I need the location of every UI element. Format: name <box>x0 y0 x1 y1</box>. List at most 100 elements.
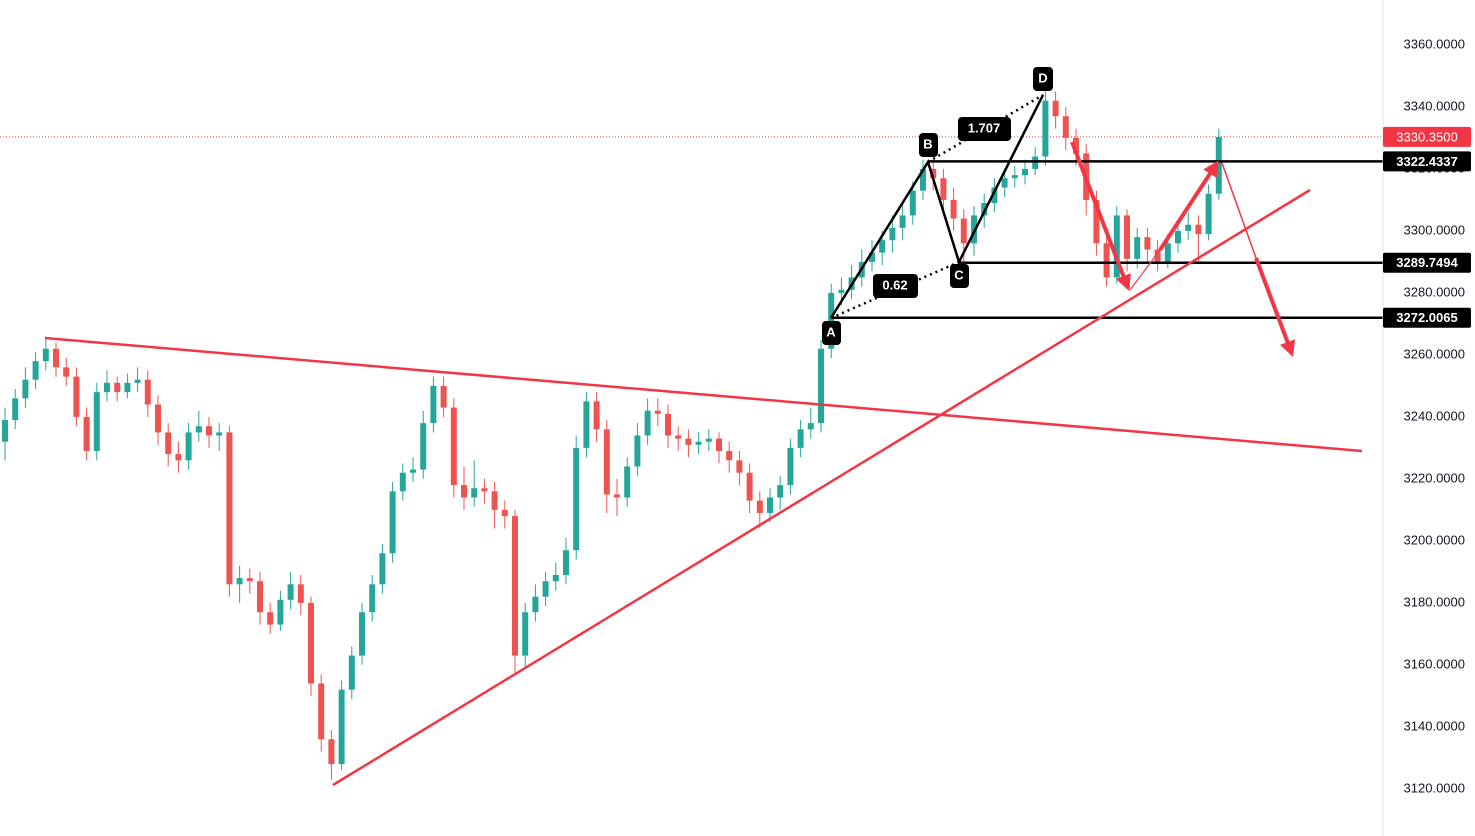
candle-body <box>1124 215 1130 259</box>
ratio-badge <box>958 117 1011 141</box>
y-tick-label: 3300.0000 <box>1404 222 1465 237</box>
y-tick-label: 3240.0000 <box>1404 408 1465 423</box>
candle-body <box>797 429 804 448</box>
candle-body <box>144 379 151 405</box>
price-tag <box>1383 252 1471 273</box>
candle-body <box>165 432 172 455</box>
y-tick-label: 3120.0000 <box>1404 780 1465 795</box>
candle-body <box>583 401 590 448</box>
candle-body <box>767 497 773 514</box>
candle-body <box>971 215 977 244</box>
ratio-badge <box>873 274 918 298</box>
candle-body <box>909 190 916 216</box>
candle-body <box>1154 249 1161 262</box>
candle-body <box>563 550 569 576</box>
candle-body <box>420 423 427 470</box>
candle-body <box>134 379 141 383</box>
y-tick-label: 3200.0000 <box>1404 532 1465 547</box>
candle-body <box>1022 168 1028 176</box>
candle-body <box>879 240 886 253</box>
candle-body <box>532 596 539 613</box>
y-tick-label: 3140.0000 <box>1404 718 1465 733</box>
price-tag-label: 3289.7494 <box>1396 255 1458 270</box>
candle-body <box>593 401 600 430</box>
candle-body <box>624 466 631 498</box>
candle-body <box>1134 237 1141 259</box>
candle-body <box>53 348 59 368</box>
candle-body <box>389 491 396 554</box>
candle-body <box>1032 156 1039 169</box>
candle-body <box>716 438 722 452</box>
candle-body <box>359 612 365 656</box>
candle-body <box>216 432 223 436</box>
candle-body <box>195 426 202 433</box>
candle-body <box>461 485 467 498</box>
candle-body <box>155 404 161 433</box>
candle-body <box>665 413 671 436</box>
candle-body <box>297 584 304 603</box>
candle-body <box>675 435 682 439</box>
point-badge <box>822 321 841 345</box>
candle-body <box>104 382 110 393</box>
candle-body <box>308 602 314 684</box>
candle-body <box>552 575 559 582</box>
candle-body <box>338 689 345 765</box>
last-price-label: 3330.3500 <box>1396 129 1457 144</box>
arrow <box>1254 257 1295 357</box>
candle-body <box>542 581 549 597</box>
candle-body <box>185 432 192 461</box>
point-label: C <box>954 267 964 282</box>
candle-body <box>1164 243 1171 262</box>
candle-body <box>756 500 763 514</box>
candle-body <box>246 578 253 582</box>
candle-body <box>267 612 274 625</box>
point-label: D <box>1038 70 1047 85</box>
candle-body <box>1113 215 1120 278</box>
y-tick-label: 3160.0000 <box>1404 656 1465 671</box>
price-tag <box>1383 307 1471 328</box>
candle-body <box>348 655 355 690</box>
candle-body <box>440 385 447 408</box>
candle-body <box>1052 100 1059 117</box>
ratio-label: 1.707 <box>968 120 1001 135</box>
y-tick-label: 3260.0000 <box>1404 346 1465 361</box>
candle-body <box>83 416 90 452</box>
candle-body <box>1011 175 1018 179</box>
candle-body <box>501 509 508 517</box>
price-tag-label: 3272.0065 <box>1396 310 1457 325</box>
candle-body <box>430 385 437 424</box>
candle-body <box>328 739 335 765</box>
ratio-label: 0.62 <box>882 277 907 292</box>
candle-body <box>777 485 784 498</box>
candle-body <box>614 494 620 498</box>
candle-body <box>991 187 998 204</box>
y-tick-label: 3280.0000 <box>1404 284 1465 299</box>
candle-body <box>73 376 80 417</box>
candle-body <box>930 168 937 179</box>
candle-body <box>1093 199 1100 244</box>
pattern-labels: A B C D 1.707 0.62 <box>822 67 1053 345</box>
candle-body <box>1144 237 1151 250</box>
candle-body <box>257 581 263 613</box>
candle-body <box>838 289 845 293</box>
candle-body <box>1205 193 1212 235</box>
candle-body <box>869 252 875 262</box>
candle-body <box>644 410 651 436</box>
candle-body <box>654 410 661 414</box>
point-label: A <box>826 324 836 339</box>
point-badge <box>919 133 938 157</box>
last-price-tag <box>1383 126 1471 147</box>
candle-body <box>573 447 580 551</box>
candle-body <box>287 584 294 600</box>
candle-body <box>787 447 794 486</box>
candle-body <box>226 432 233 585</box>
arrow <box>1129 249 1161 291</box>
candle-body <box>481 488 488 492</box>
point-badge <box>1033 67 1053 91</box>
candle-body <box>828 292 835 349</box>
plot <box>0 91 1383 780</box>
candle-body <box>175 454 182 461</box>
candle-body <box>114 382 121 393</box>
price-tag <box>1383 151 1471 172</box>
